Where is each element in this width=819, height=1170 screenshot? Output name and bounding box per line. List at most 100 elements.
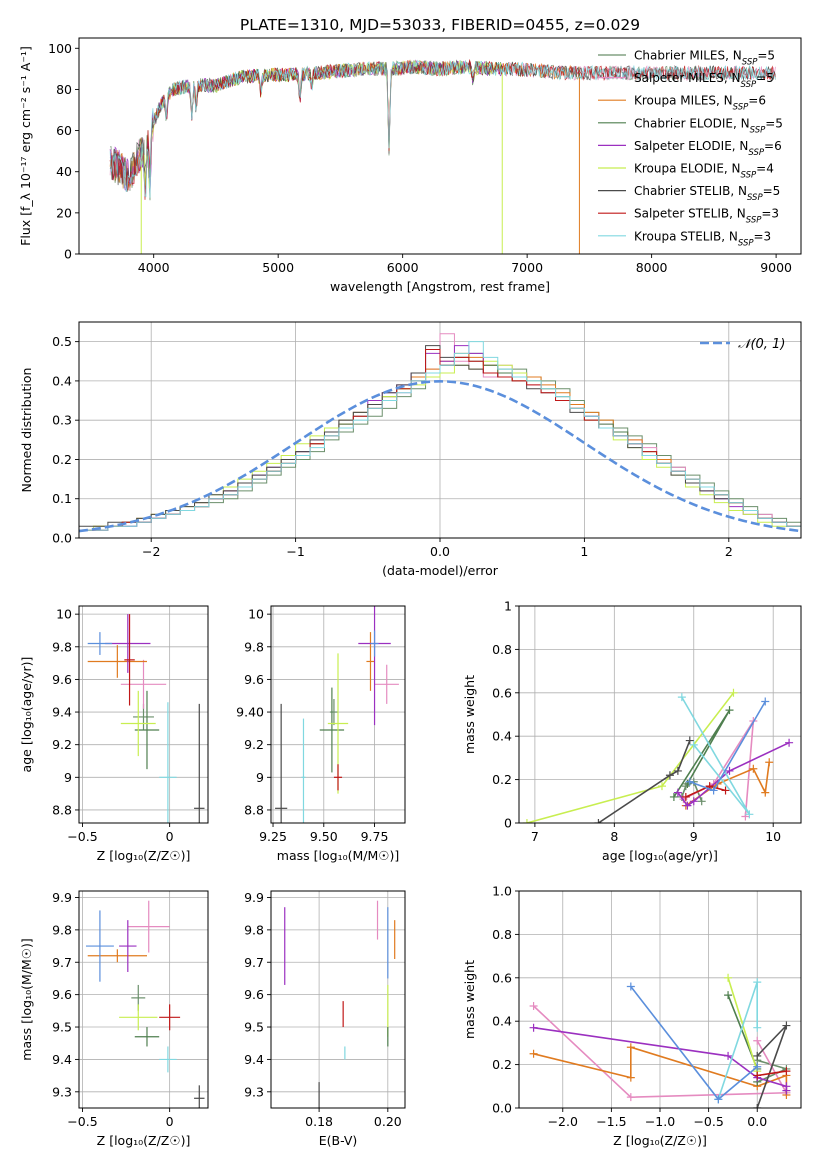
panel-residual-hist: −2 −1 0.0 1 2 0.0 0.1 0.2 0.3 0.4 0.5 (data-model)/… xyxy=(19,321,802,578)
x-tick-label: 7 xyxy=(531,829,539,844)
errorbar-point xyxy=(120,690,156,757)
weight-marker xyxy=(529,1002,538,1011)
weight-marker xyxy=(529,1023,538,1032)
legend-label: Kroupa STELIB, N xyxy=(634,229,738,243)
weight-marker xyxy=(761,697,770,706)
weight-marker xyxy=(724,1051,733,1060)
y-tick-label: 9.2 xyxy=(52,737,72,752)
x-tick-label: −2.0 xyxy=(548,1114,578,1129)
y-tick-label: 0.4 xyxy=(52,373,72,388)
legend-entry: Salpeter ELODIE, NSSP=6 xyxy=(634,139,782,158)
legend-subscript: SSP xyxy=(738,238,754,248)
weight-marker xyxy=(749,764,758,773)
legend-subscript: SSP xyxy=(746,216,762,226)
weight-marker xyxy=(626,982,635,991)
y-tick-label: 10 xyxy=(56,607,72,622)
legend-entry: Kroupa STELIB, NSSP=3 xyxy=(634,229,771,248)
y-tick-label: 60 xyxy=(56,123,72,138)
y-tick-label: 9.8 xyxy=(244,639,264,654)
y-tick-label: 9.6 xyxy=(52,987,72,1002)
weight-marker xyxy=(669,792,678,801)
weight-line xyxy=(757,1070,787,1077)
y-axis-label: Flux [f_λ 10⁻¹⁷ erg cm⁻² s⁻¹ A⁻¹] xyxy=(18,46,33,246)
weight-marker xyxy=(714,1095,723,1104)
x-tick-label: 5000 xyxy=(262,260,294,275)
legend-suffix: =5 xyxy=(757,49,775,63)
weight-marker xyxy=(729,688,738,697)
legend-subscript: SSP xyxy=(741,80,757,90)
data-layer-mass-vs-EBV xyxy=(284,900,396,1108)
errorbar-point xyxy=(119,920,137,972)
data-layer-weight-vs-Z xyxy=(529,973,791,1108)
legend-suffix: =5 xyxy=(765,116,783,130)
legend-suffix: =5 xyxy=(763,184,781,198)
data-layer-age-vs-Z xyxy=(87,614,205,823)
weight-marker xyxy=(657,782,666,791)
errorbar-point xyxy=(333,764,343,791)
y-tick-label: 9.4 xyxy=(244,1052,264,1067)
legend-suffix: =3 xyxy=(761,207,779,221)
weight-marker xyxy=(522,819,531,823)
y-axis-label: mass weight xyxy=(462,960,477,1039)
weight-marker xyxy=(683,801,692,810)
weight-line xyxy=(597,740,691,823)
errorbar-point xyxy=(127,900,170,953)
legend-suffix: =5 xyxy=(756,71,774,85)
errorbar-point xyxy=(85,910,114,982)
legend-label: 𝒩(0, 1) xyxy=(738,337,785,352)
weight-marker xyxy=(685,736,694,745)
errorbar-point xyxy=(87,632,113,655)
errorbar-point xyxy=(159,702,177,823)
y-tick-label: 9.5 xyxy=(244,1020,264,1035)
y-tick-label: 0 xyxy=(64,247,72,262)
data-layer-mass-vs-Z xyxy=(85,900,205,1108)
errorbar-point xyxy=(124,614,135,706)
errorbar-point xyxy=(159,1004,181,1031)
legend-entry: Chabrier STELIB, NSSP=5 xyxy=(634,184,780,203)
y-tick-label: 80 xyxy=(56,82,72,97)
errorbar-point xyxy=(194,1085,205,1108)
legend-subscript: SSP xyxy=(750,125,766,135)
y-tick-label: 0.2 xyxy=(52,452,72,467)
weight-marker xyxy=(765,758,774,767)
legend-subscript: SSP xyxy=(733,103,749,113)
data-layer-residual-hist xyxy=(79,333,801,533)
errorbar-point xyxy=(119,1004,158,1031)
normal-curve xyxy=(79,379,801,533)
x-tick-label: 0 xyxy=(166,829,174,844)
legend-label: Salpeter MILES, N xyxy=(634,71,741,85)
y-tick-label: 8.8 xyxy=(52,802,72,817)
errorbar-point xyxy=(370,630,379,657)
legend-label: Chabrier STELIB, N xyxy=(634,184,747,198)
errorbar-point xyxy=(319,687,345,773)
x-tick-label: 8000 xyxy=(636,260,668,275)
y-tick-label: 0.5 xyxy=(52,334,72,349)
x-tick-label: −1 xyxy=(286,544,304,559)
y-tick-label: 0.4 xyxy=(492,729,512,744)
errorbar-point xyxy=(329,699,338,726)
weight-marker xyxy=(753,978,762,987)
x-tick-label: −1.5 xyxy=(596,1114,626,1129)
x-tick-label: 0.0 xyxy=(430,544,450,559)
x-tick-label: 9 xyxy=(690,829,698,844)
y-tick-label: 9.3 xyxy=(52,1084,72,1099)
legend-label: Chabrier ELODIE, N xyxy=(634,116,750,130)
weight-marker xyxy=(745,810,754,819)
x-tick-label: 9.25 xyxy=(259,829,287,844)
x-tick-label: −2 xyxy=(142,544,160,559)
x-tick-label: 9.75 xyxy=(361,829,389,844)
x-tick-label: 8 xyxy=(610,829,618,844)
y-tick-label: 0.1 xyxy=(52,491,72,506)
legend-entry: Chabrier ELODIE, NSSP=5 xyxy=(634,116,783,135)
legend-suffix: =6 xyxy=(748,94,766,108)
data-layer-spectrum xyxy=(109,58,776,254)
y-tick-label: 8.8 xyxy=(244,802,264,817)
errorbar-point xyxy=(275,703,288,823)
legend-subscript: SSP xyxy=(742,58,758,68)
y-tick-label: 0.8 xyxy=(492,642,512,657)
errorbar-point xyxy=(87,949,147,963)
x-tick-label: −0.5 xyxy=(67,1114,97,1129)
x-tick-label: −0.5 xyxy=(67,829,97,844)
weight-marker xyxy=(753,1062,762,1071)
